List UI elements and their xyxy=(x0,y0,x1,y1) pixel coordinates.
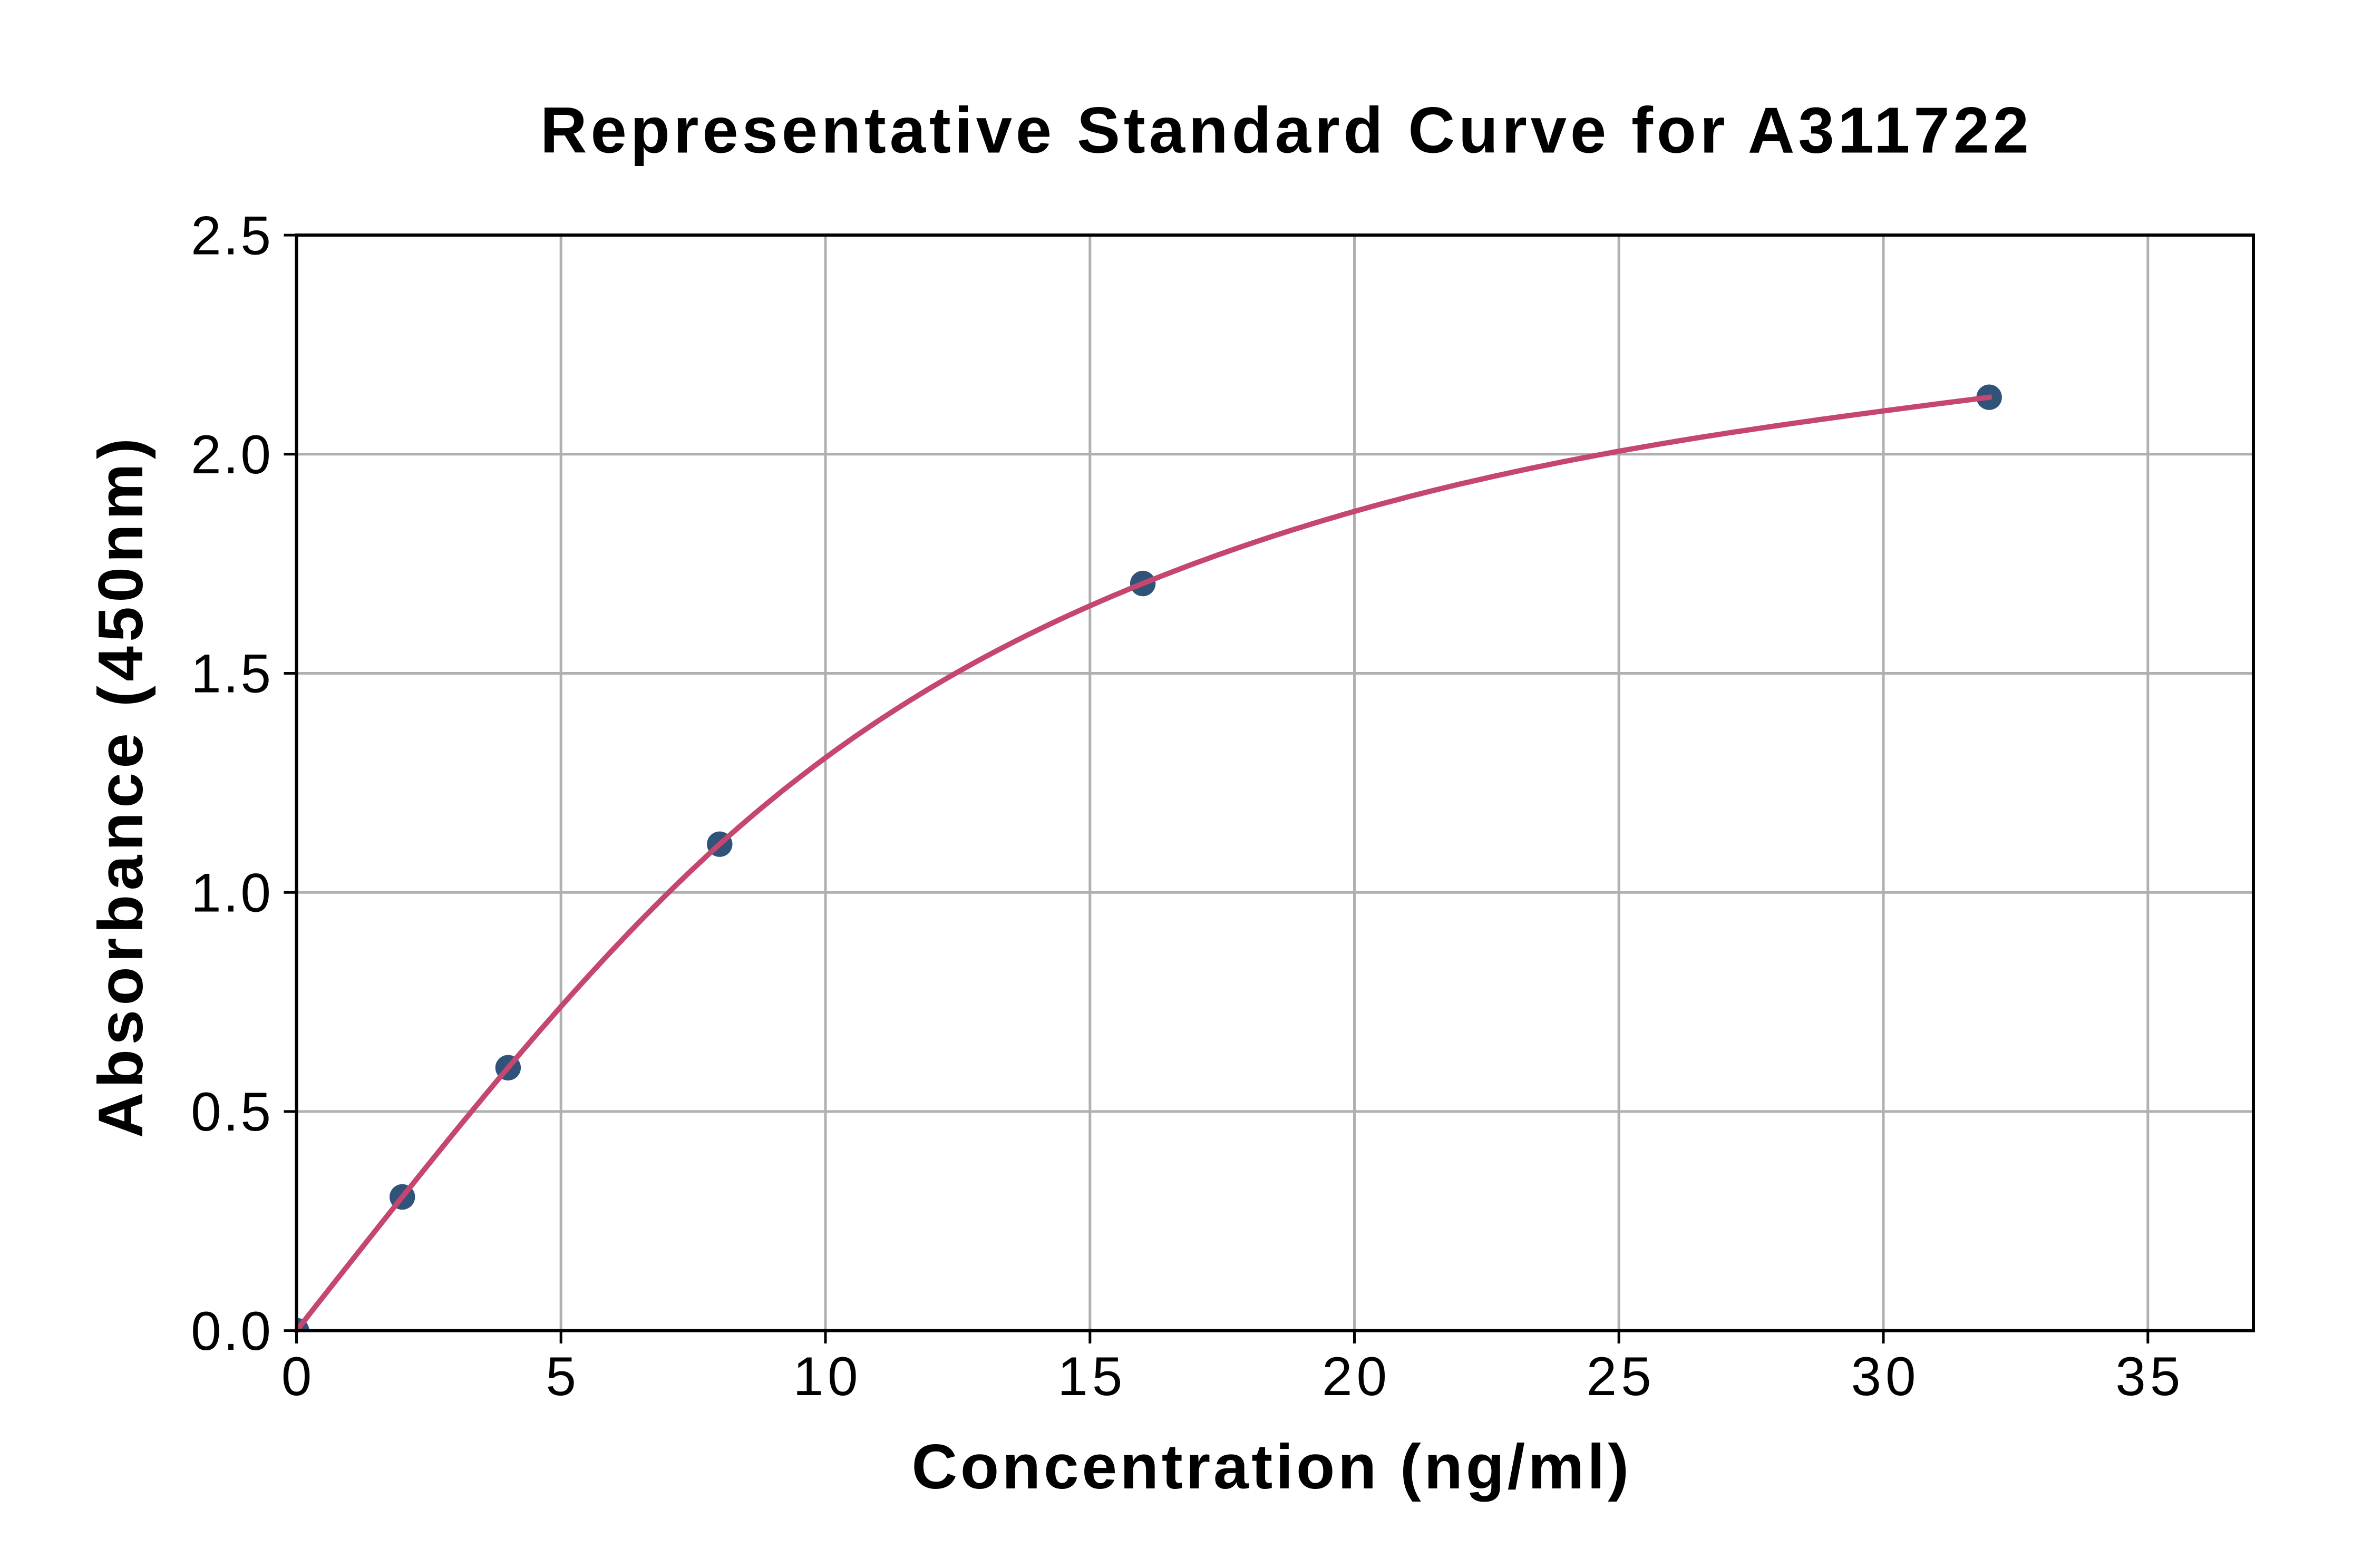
svg-text:Representative Standard Curve: Representative Standard Curve for A31172… xyxy=(540,95,2033,167)
svg-text:1.5: 1.5 xyxy=(191,643,273,704)
svg-text:20: 20 xyxy=(1322,1346,1391,1407)
svg-text:5: 5 xyxy=(546,1346,580,1407)
svg-text:0.5: 0.5 xyxy=(191,1081,273,1142)
svg-text:35: 35 xyxy=(2115,1346,2184,1407)
svg-text:25: 25 xyxy=(1587,1346,1656,1407)
svg-text:15: 15 xyxy=(1057,1346,1126,1407)
svg-text:10: 10 xyxy=(793,1346,862,1407)
svg-text:2.5: 2.5 xyxy=(191,204,273,266)
svg-text:Absorbance (450nm): Absorbance (450nm) xyxy=(85,434,156,1138)
svg-text:1.0: 1.0 xyxy=(191,862,273,923)
svg-text:2.0: 2.0 xyxy=(191,424,273,485)
svg-text:30: 30 xyxy=(1851,1346,1920,1407)
svg-text:0: 0 xyxy=(281,1346,316,1407)
svg-text:0.0: 0.0 xyxy=(191,1300,273,1361)
svg-text:Concentration (ng/ml): Concentration (ng/ml) xyxy=(912,1431,1632,1502)
